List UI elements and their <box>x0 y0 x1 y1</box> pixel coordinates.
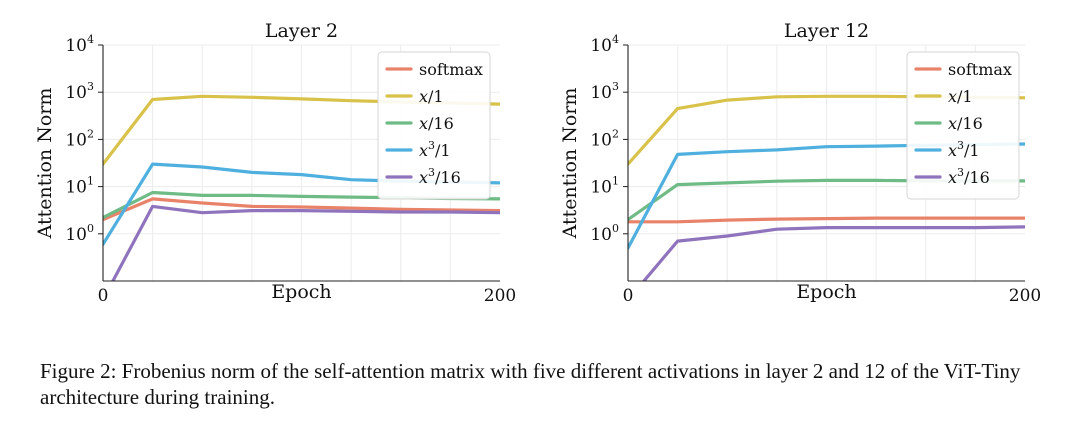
series-line-x3_16 <box>111 204 500 281</box>
figure-caption: Figure 2: Frobenius norm of the self-att… <box>40 359 1021 409</box>
y-tick-label: 102 <box>65 127 94 150</box>
y-tick-label: 102 <box>590 127 619 150</box>
legend-label-softmax: softmax <box>419 60 483 79</box>
y-tick-label: 103 <box>590 80 619 103</box>
x-axis-label: Epoch <box>271 281 331 303</box>
series-line-softmax <box>103 197 500 222</box>
legend-box <box>906 51 1020 200</box>
series-line-softmax <box>628 216 1025 224</box>
legend-label-x3_16: x3/16 <box>948 166 990 187</box>
legend-label-softmax: softmax <box>948 60 1012 79</box>
series-line-x3_16 <box>642 225 1025 281</box>
legend-label-x3_1: x3/1 <box>948 139 980 160</box>
figure: 100 101 102 103 104 0 200 Epoch Attention Norm La… <box>34 20 1041 306</box>
legend-label-x3_16: x3/16 <box>419 166 461 187</box>
legend-label-x16: x/16 <box>948 114 983 133</box>
x-tick-label: 0 <box>98 286 109 306</box>
legend-label-x1: x/1 <box>948 87 973 106</box>
legend-label-x1: x/1 <box>419 87 444 106</box>
chart-title: Layer 2 <box>265 20 338 42</box>
y-tick-label: 101 <box>590 175 619 198</box>
legend-box <box>377 51 491 200</box>
x-tick-label: 200 <box>1009 286 1041 306</box>
y-tick-label: 103 <box>65 80 94 103</box>
x-axis-label: Epoch <box>796 281 856 303</box>
y-tick-label: 104 <box>590 33 619 56</box>
y-tick-label: 100 <box>590 222 619 245</box>
y-tick-label: 104 <box>65 33 94 56</box>
y-axis-label: Attention Norm <box>34 88 56 240</box>
legend-label-x16: x/16 <box>419 114 454 133</box>
chart-panel-1: 100 101 102 103 104 0 200 Epoch Attention Norm La… <box>34 20 516 306</box>
y-axis-label: Attention Norm <box>559 88 581 240</box>
legend: softmax x/1 x/16 x3/1 x3/16 <box>377 51 491 200</box>
x-tick-label: 200 <box>484 286 516 306</box>
y-tick-label: 101 <box>65 175 94 198</box>
y-tick-label: 100 <box>65 222 94 245</box>
legend-label-x3_1: x3/1 <box>419 139 451 160</box>
chart-title: Layer 12 <box>784 20 869 42</box>
legend: softmax x/1 x/16 x3/1 x3/16 <box>906 51 1020 200</box>
x-tick-label: 0 <box>623 286 634 306</box>
chart-panel-2: 100 101 102 103 104 0 200 Epoch Attention Norm La… <box>559 20 1041 306</box>
